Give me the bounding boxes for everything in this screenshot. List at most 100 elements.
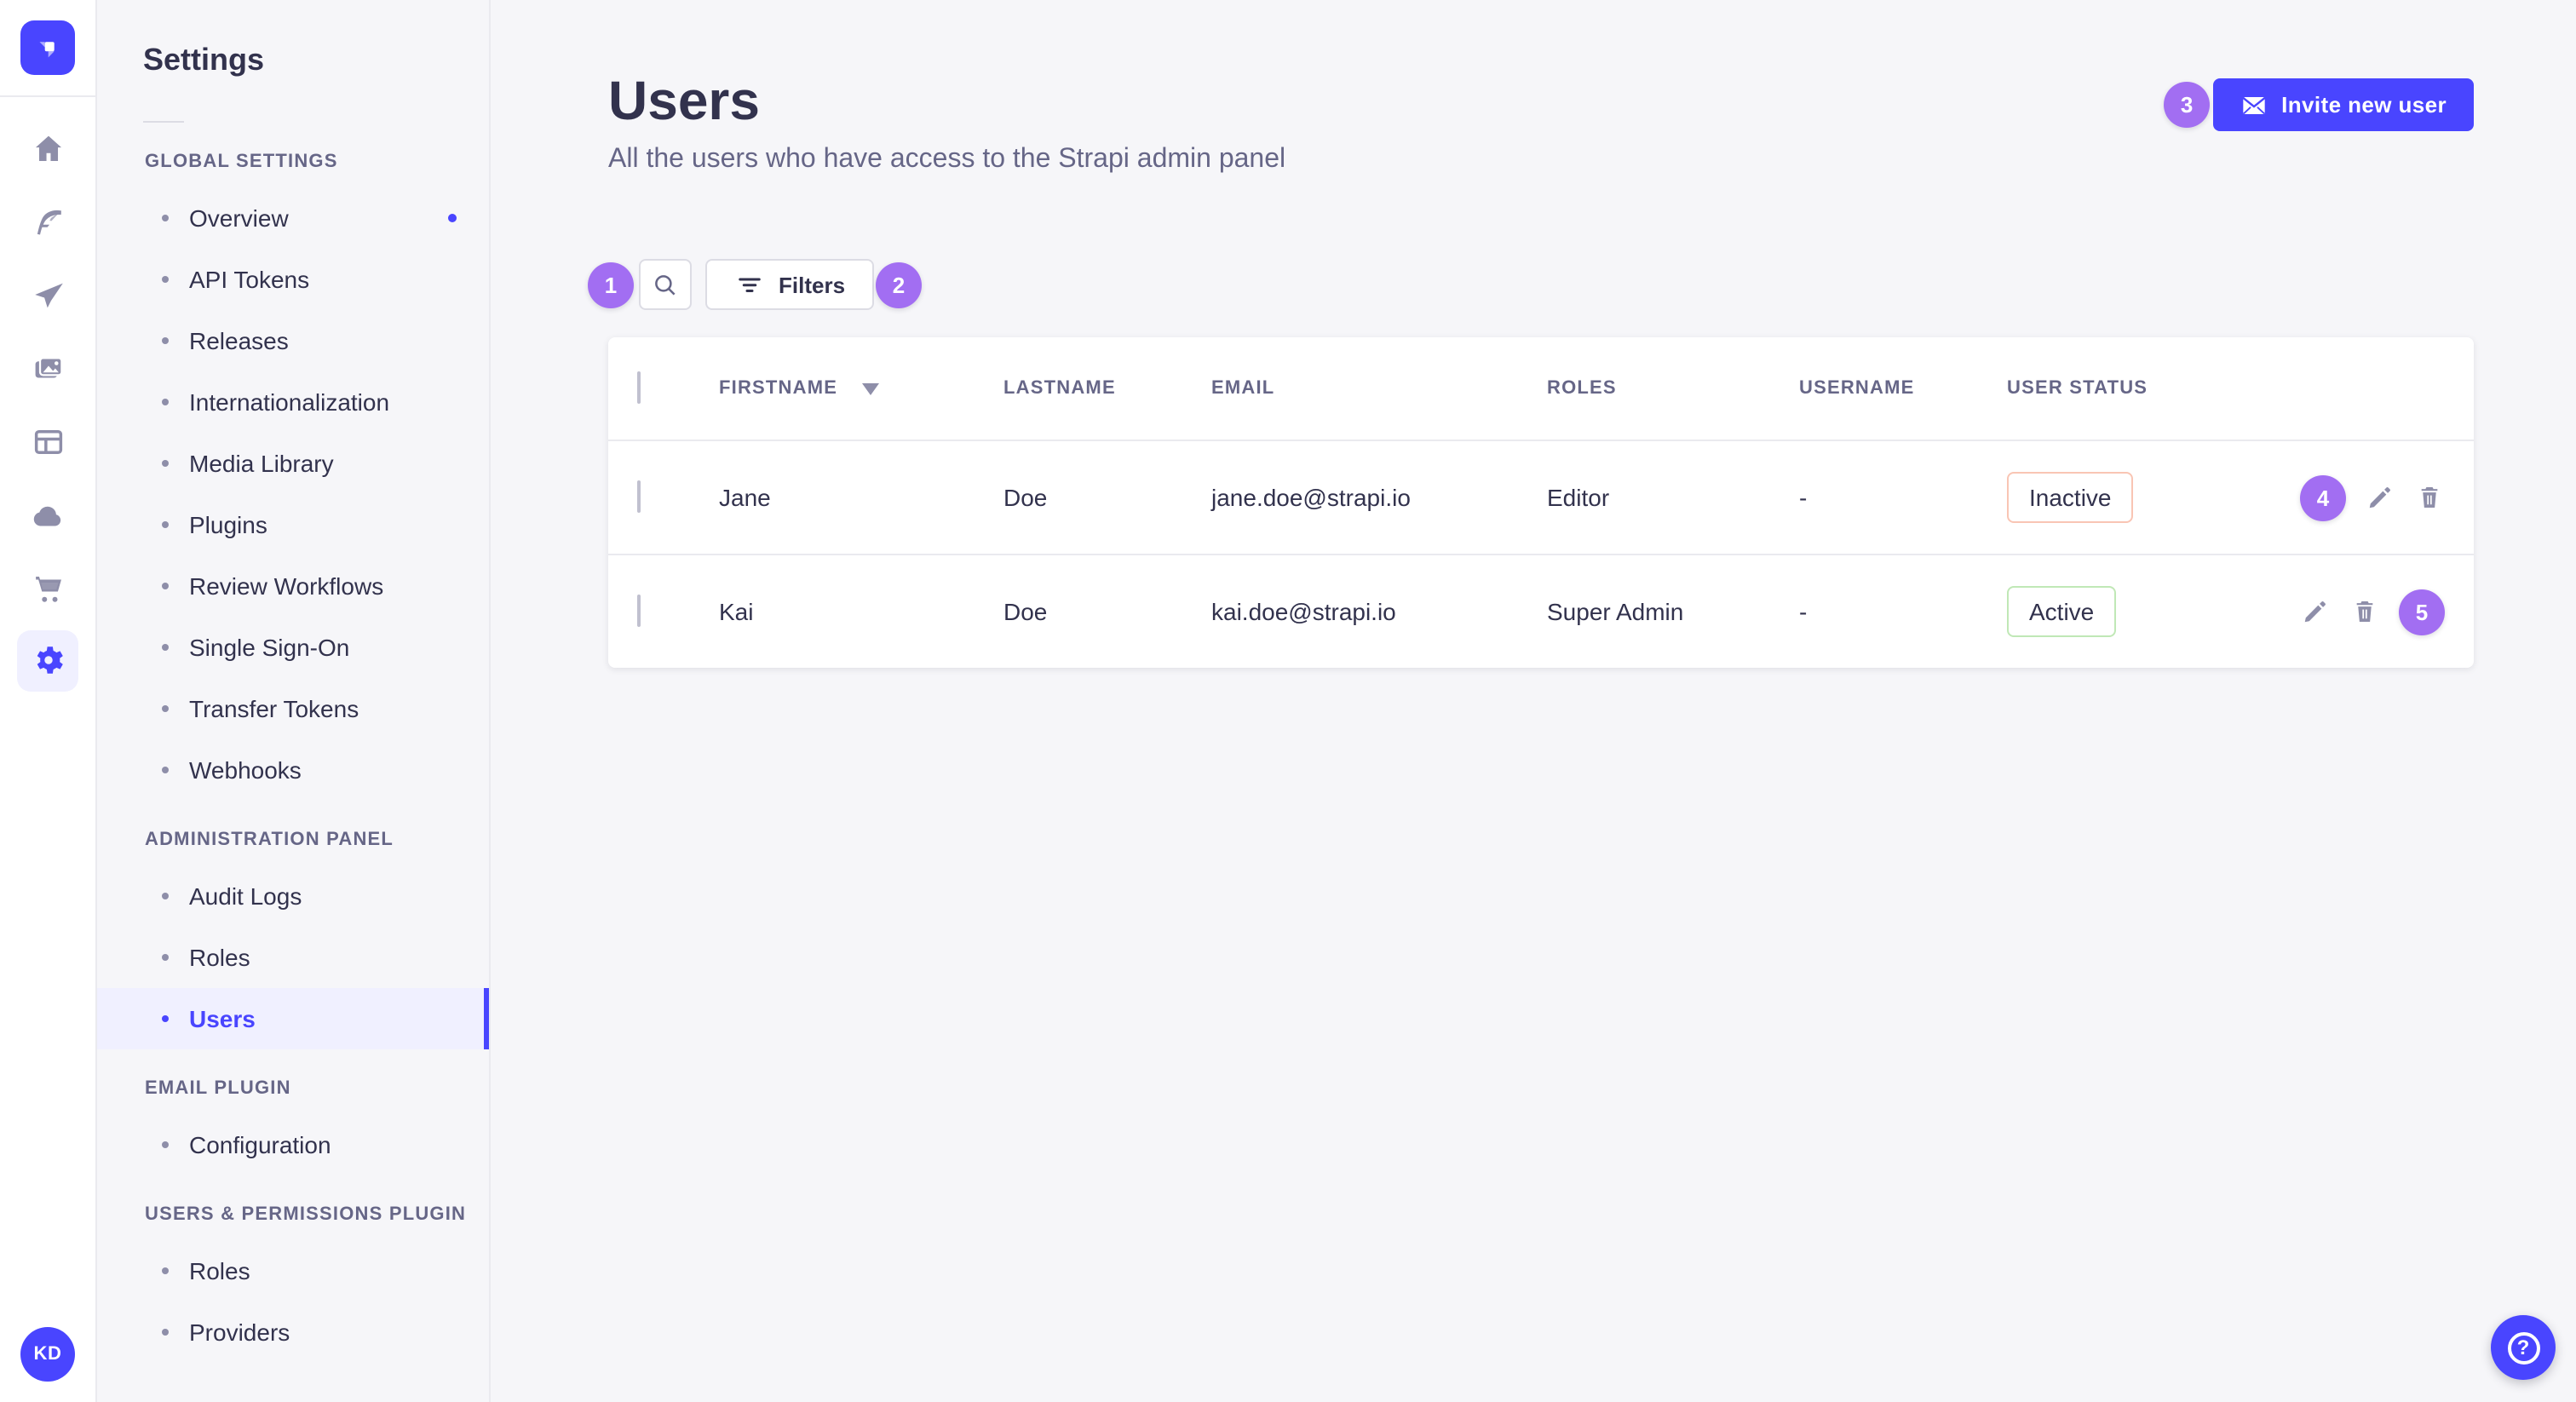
sidebar-divider — [143, 121, 184, 123]
bullet-icon — [162, 583, 169, 589]
row-actions: 4 — [2263, 474, 2445, 520]
bullet-icon — [162, 1141, 169, 1148]
bullet-icon — [162, 276, 169, 283]
bullet-icon — [162, 644, 169, 651]
sidebar-item-webhooks[interactable]: Webhooks — [97, 739, 489, 801]
sidebar-item-up-providers[interactable]: Providers — [97, 1301, 489, 1363]
column-header-username: USERNAME — [1799, 378, 1915, 399]
delete-user-button[interactable] — [2414, 482, 2445, 513]
sidebar-item-email-configuration[interactable]: Configuration — [97, 1114, 489, 1175]
strapi-logo-icon[interactable] — [20, 20, 75, 75]
trash-icon — [2356, 601, 2373, 622]
sidebar-item-users[interactable]: Users — [97, 988, 489, 1049]
feather-pen-icon[interactable] — [15, 190, 80, 255]
cell-email: jane.doe@strapi.io — [1211, 484, 1411, 511]
main-content: Users All the users who have access to t… — [491, 0, 2576, 1402]
marketplace-cart-icon[interactable] — [15, 556, 80, 621]
select-all-checkbox[interactable] — [637, 371, 641, 404]
page-title: Users — [608, 70, 760, 131]
bullet-icon — [162, 521, 169, 528]
bullet-icon — [162, 705, 169, 712]
bullet-icon — [162, 954, 169, 961]
logo-box — [0, 0, 96, 97]
icon-rail: KD — [0, 0, 97, 1402]
bullet-icon — [162, 1267, 169, 1274]
sidebar-item-up-roles[interactable]: Roles — [97, 1240, 489, 1301]
sidebar-item-admin-roles[interactable]: Roles — [97, 927, 489, 988]
cell-roles: Editor — [1547, 484, 1610, 511]
section-label: USERS & PERMISSIONS PLUGIN — [145, 1204, 467, 1225]
media-library-icon[interactable] — [15, 336, 80, 401]
delete-user-button[interactable] — [2349, 596, 2380, 627]
edit-user-button[interactable] — [2300, 596, 2331, 627]
sidebar-item-api-tokens[interactable]: API Tokens — [97, 249, 489, 310]
annotation-badge-1: 1 — [588, 261, 634, 307]
table-row-kai[interactable]: Kai Doe kai.doe@strapi.io Super Admin - … — [608, 554, 2474, 668]
table-header-row: FIRSTNAME LASTNAME EMAIL ROLES USERNAME … — [608, 337, 2474, 440]
cell-lastname: Doe — [1003, 484, 1048, 511]
bullet-icon — [162, 893, 169, 899]
page-header: Users All the users who have access to t… — [608, 68, 2474, 175]
status-badge-inactive: Inactive — [2007, 472, 2134, 523]
sidebar-item-releases[interactable]: Releases — [97, 310, 489, 371]
column-header-firstname: FIRSTNAME — [719, 378, 1003, 399]
sidebar-item-review-workflows[interactable]: Review Workflows — [97, 555, 489, 617]
annotation-badge-2: 2 — [876, 261, 923, 307]
pencil-icon — [2369, 487, 2390, 509]
column-header-roles: ROLES — [1547, 378, 1617, 399]
table-row-jane[interactable]: Jane Doe jane.doe@strapi.io Editor - Ina… — [608, 440, 2474, 554]
sidebar-item-audit-logs[interactable]: Audit Logs — [97, 865, 489, 927]
row-actions: 5 — [2263, 589, 2445, 635]
home-icon[interactable] — [15, 117, 80, 181]
settings-gear-icon[interactable] — [17, 629, 78, 691]
cell-firstname: Kai — [719, 598, 754, 625]
users-table: FIRSTNAME LASTNAME EMAIL ROLES USERNAME … — [608, 337, 2474, 668]
sidebar-item-internationalization[interactable]: Internationalization — [97, 371, 489, 433]
sidebar-title: Settings — [143, 43, 265, 77]
filter-icon — [739, 278, 761, 292]
bullet-icon — [162, 1015, 169, 1022]
invite-new-user-button[interactable]: Invite new user — [2213, 78, 2474, 131]
edit-user-button[interactable] — [2365, 482, 2395, 513]
row-checkbox[interactable] — [637, 480, 641, 513]
trash-icon — [2421, 487, 2438, 508]
envelope-icon — [2242, 95, 2266, 114]
user-avatar[interactable]: KD — [20, 1327, 75, 1382]
sort-desc-icon[interactable] — [861, 382, 879, 394]
sidebar-item-media-library[interactable]: Media Library — [97, 433, 489, 494]
rail-icon-nav — [15, 112, 80, 695]
sidebar-item-plugins[interactable]: Plugins — [97, 494, 489, 555]
column-header-lastname: LASTNAME — [1003, 378, 1116, 399]
cell-firstname: Jane — [719, 484, 771, 511]
annotation-badge-5: 5 — [2399, 589, 2445, 635]
bullet-icon — [162, 1329, 169, 1336]
cloud-icon[interactable] — [15, 483, 80, 548]
paper-plane-icon[interactable] — [15, 263, 80, 328]
filters-button[interactable]: Filters — [705, 259, 875, 310]
row-checkbox[interactable] — [637, 595, 641, 627]
section-label: GLOBAL SETTINGS — [145, 152, 338, 172]
question-mark-icon: ? — [2507, 1331, 2539, 1364]
page-header-text: Users All the users who have access to t… — [608, 68, 1285, 175]
section-administration-panel: ADMINISTRATION PANEL Audit Logs Roles Us… — [97, 830, 489, 1049]
sidebar-item-transfer-tokens[interactable]: Transfer Tokens — [97, 678, 489, 739]
column-header-email: EMAIL — [1211, 378, 1275, 399]
bullet-icon — [162, 767, 169, 773]
cell-email: kai.doe@strapi.io — [1211, 598, 1396, 625]
toolbar: 1 Filters 2 — [588, 259, 2474, 310]
search-button[interactable] — [639, 259, 692, 310]
section-label: ADMINISTRATION PANEL — [145, 830, 394, 850]
section-email-plugin: EMAIL PLUGIN Configuration — [97, 1078, 489, 1175]
header-actions: 3 Invite new user — [2164, 78, 2474, 131]
column-header-user-status: USER STATUS — [2007, 378, 2148, 399]
sidebar-item-single-sign-on[interactable]: Single Sign-On — [97, 617, 489, 678]
bullet-icon — [162, 460, 169, 467]
section-label: EMAIL PLUGIN — [145, 1078, 291, 1099]
status-badge-active: Active — [2007, 586, 2117, 637]
layout-builder-icon[interactable] — [15, 410, 80, 474]
cell-username: - — [1799, 484, 1808, 511]
sidebar-item-overview[interactable]: Overview — [97, 187, 489, 249]
settings-sidebar: Settings GLOBAL SETTINGS Overview API To… — [97, 0, 491, 1402]
notification-dot-icon — [448, 214, 457, 222]
help-button[interactable]: ? — [2491, 1315, 2556, 1380]
